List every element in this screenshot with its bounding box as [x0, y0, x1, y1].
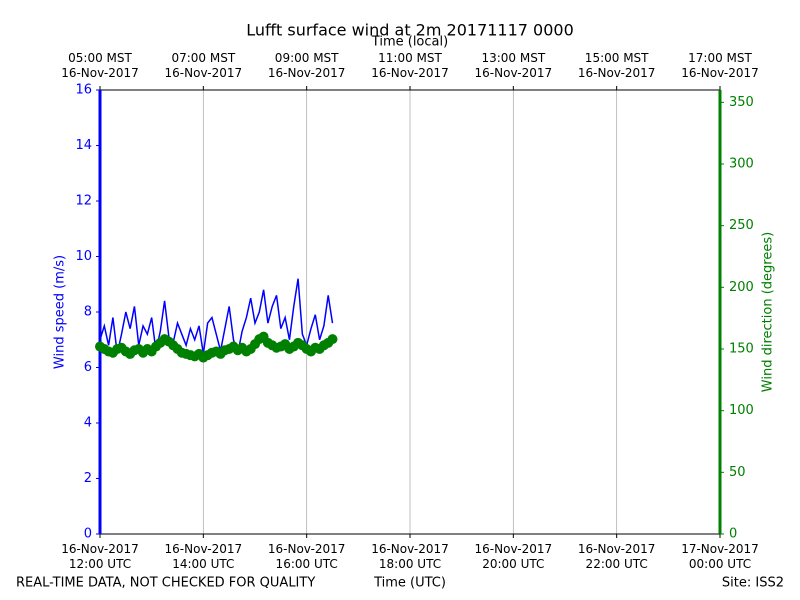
footer-left: REAL-TIME DATA, NOT CHECKED FOR QUALITY [16, 576, 315, 591]
x2-tick-label: 17:00 MST 16-Nov-2017 [681, 51, 759, 80]
footer-right: Site: ISS2 [722, 576, 784, 591]
y2-tick-label: 350 [729, 95, 754, 110]
x2-tick-label: 07:00 MST 16-Nov-2017 [164, 51, 243, 80]
x-axis-label: Time (UTC) [373, 576, 446, 591]
x-tick-label: 16-Nov-2017 14:00 UTC [164, 542, 243, 571]
y-tick-label: 16 [75, 83, 92, 98]
y-tick-label: 12 [75, 194, 92, 209]
x2-tick-label: 15:00 MST 16-Nov-2017 [577, 51, 656, 80]
x2-tick-label: 09:00 MST 16-Nov-2017 [267, 51, 346, 80]
x-tick-label: 16-Nov-2017 12:00 UTC [61, 542, 139, 571]
y-tick-label: 0 [84, 527, 92, 542]
y-tick-label: 8 [84, 305, 92, 320]
y-tick-label: 14 [75, 138, 92, 153]
y2-tick-label: 250 [729, 218, 754, 233]
x2-tick-label: 05:00 MST 16-Nov-2017 [61, 51, 139, 80]
y-tick-label: 10 [75, 249, 92, 264]
x-tick-label: 16-Nov-2017 20:00 UTC [474, 542, 553, 571]
x2-tick-label: 11:00 MST 16-Nov-2017 [371, 51, 449, 80]
y2-tick-label: 50 [729, 465, 746, 480]
x2-tick-label: 13:00 MST 16-Nov-2017 [474, 51, 553, 80]
chart-title: Lufft surface wind at 2m 20171117 0000 [246, 21, 574, 40]
y2-tick-label: 100 [729, 403, 754, 418]
x-tick-label: 17-Nov-2017 00:00 UTC [681, 542, 759, 571]
y-tick-label: 6 [84, 360, 92, 375]
point [327, 334, 338, 345]
x-tick-label: 16-Nov-2017 22:00 UTC [577, 542, 656, 571]
x-tick-label: 16-Nov-2017 16:00 UTC [267, 542, 346, 571]
x-tick-label: 16-Nov-2017 18:00 UTC [371, 542, 449, 571]
x2-axis-label: Time (local) [371, 35, 448, 50]
y2-tick-label: 0 [729, 527, 737, 542]
y2-axis-label: Wind direction (degrees) [761, 232, 776, 392]
y-tick-label: 2 [84, 471, 92, 486]
y2-tick-label: 150 [729, 342, 754, 357]
y2-tick-label: 300 [729, 157, 754, 172]
y2-tick-label: 200 [729, 280, 754, 295]
y-axis-label: Wind speed (m/s) [53, 255, 68, 369]
y-tick-label: 4 [84, 416, 92, 431]
